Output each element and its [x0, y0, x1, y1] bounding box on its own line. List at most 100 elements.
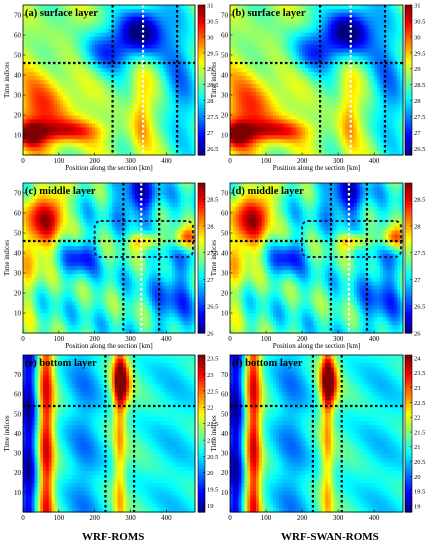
heatmap-cell	[91, 8, 96, 14]
heatmap-cell	[83, 32, 87, 38]
heatmap-cell	[83, 64, 87, 69]
heatmap-cell	[83, 147, 87, 152]
heatmap-cell	[91, 151, 96, 156]
heatmap-cell	[74, 147, 79, 152]
heatmap-cell	[31, 5, 36, 10]
heatmap-cell	[94, 44, 99, 50]
heatmap-cell	[37, 83, 41, 89]
heatmap-cell	[97, 20, 101, 26]
heatmap-cell	[94, 123, 99, 128]
heatmap-cell	[123, 52, 127, 57]
heatmap-cell	[51, 5, 56, 10]
heatmap-cell	[163, 24, 167, 30]
heatmap-cell	[114, 87, 119, 93]
heatmap-cell	[74, 60, 79, 65]
heatmap-cell	[129, 135, 133, 140]
heatmap-cell	[48, 56, 53, 61]
heatmap-cell	[71, 99, 76, 105]
heatmap-cell	[157, 80, 162, 85]
heatmap-cell	[111, 135, 116, 140]
y-tick-label: 10	[14, 131, 22, 139]
heatmap-cell	[137, 131, 142, 136]
y-tick-label: 30	[221, 91, 229, 99]
heatmap-cell	[60, 16, 64, 22]
heatmap-cell	[91, 103, 96, 109]
heatmap-cell	[45, 80, 50, 85]
heatmap-cell	[48, 32, 53, 38]
heatmap-cell	[28, 95, 33, 101]
heatmap-cell	[94, 56, 99, 61]
heatmap-cell	[157, 115, 162, 121]
heatmap-cell	[68, 72, 73, 77]
heatmap-cell	[103, 115, 107, 121]
heatmap-cell	[157, 44, 162, 50]
heatmap-cell	[86, 56, 90, 61]
heatmap-cell	[60, 147, 64, 152]
heatmap-cell	[100, 95, 104, 101]
colorbar-tick-label: 30	[414, 34, 421, 41]
heatmap-cell	[160, 16, 165, 22]
heatmap-cell	[68, 68, 73, 73]
heatmap-cell	[120, 115, 124, 121]
heatmap-cell	[66, 135, 70, 140]
heatmap-cell	[91, 40, 96, 46]
heatmap-cell	[74, 115, 79, 121]
heatmap-cell	[152, 68, 156, 73]
heatmap-cell	[100, 64, 104, 69]
heatmap-cell	[137, 91, 142, 97]
heatmap-cell	[63, 135, 67, 140]
heatmap-cell	[23, 68, 27, 73]
heatmap-cell	[94, 32, 99, 38]
heatmap-cell	[152, 64, 156, 69]
heatmap-cell	[71, 8, 76, 14]
heatmap-cell	[60, 143, 64, 148]
heatmap-cell	[123, 8, 127, 14]
heatmap-cell	[54, 72, 58, 77]
heatmap-cell	[120, 68, 124, 73]
heatmap-cell	[80, 28, 84, 34]
heatmap-cell	[140, 36, 144, 42]
heatmap-cell	[86, 119, 90, 125]
heatmap-cell	[106, 139, 110, 144]
y-tick-label: 70	[14, 11, 22, 19]
heatmap-cell	[91, 12, 96, 18]
heatmap-cell	[71, 139, 76, 144]
heatmap-cell	[54, 91, 58, 97]
y-tick-label: 20	[14, 111, 22, 119]
heatmap-cell	[149, 131, 153, 136]
heatmap-cell	[126, 103, 130, 109]
heatmap-cell	[146, 139, 150, 144]
heatmap-cell	[146, 52, 150, 57]
heatmap-cell	[103, 36, 107, 42]
heatmap-cell	[77, 40, 81, 46]
heatmap-cell	[114, 143, 119, 148]
heatmap-cell	[60, 52, 64, 57]
heatmap-cell	[57, 147, 61, 152]
heatmap-cell	[143, 28, 147, 34]
heatmap-cell	[77, 28, 81, 34]
heatmap-cell	[129, 95, 133, 101]
heatmap-cell	[97, 16, 101, 22]
heatmap-cell	[154, 12, 159, 18]
heatmap-cell	[149, 103, 153, 109]
heatmap-cell	[100, 24, 104, 30]
heatmap-cell	[37, 12, 41, 18]
heatmap-cell	[51, 91, 56, 97]
heatmap-cell	[86, 32, 90, 38]
heatmap-cell	[77, 8, 81, 14]
heatmap-cell	[166, 87, 170, 93]
heatmap-cell	[134, 76, 139, 81]
heatmap-cell	[166, 5, 170, 10]
heatmap-cell	[157, 12, 162, 18]
heatmap-cell	[40, 40, 44, 46]
heatmap-cell	[66, 28, 70, 34]
heatmap-cell	[152, 103, 156, 109]
heatmap-cell	[80, 68, 84, 73]
heatmap-cell	[149, 95, 153, 101]
heatmap-cell	[114, 99, 119, 105]
heatmap-cell	[123, 143, 127, 148]
heatmap-cell	[80, 143, 84, 148]
heatmap-cell	[23, 56, 27, 61]
heatmap-cell	[134, 36, 139, 42]
heatmap-cell	[114, 12, 119, 18]
